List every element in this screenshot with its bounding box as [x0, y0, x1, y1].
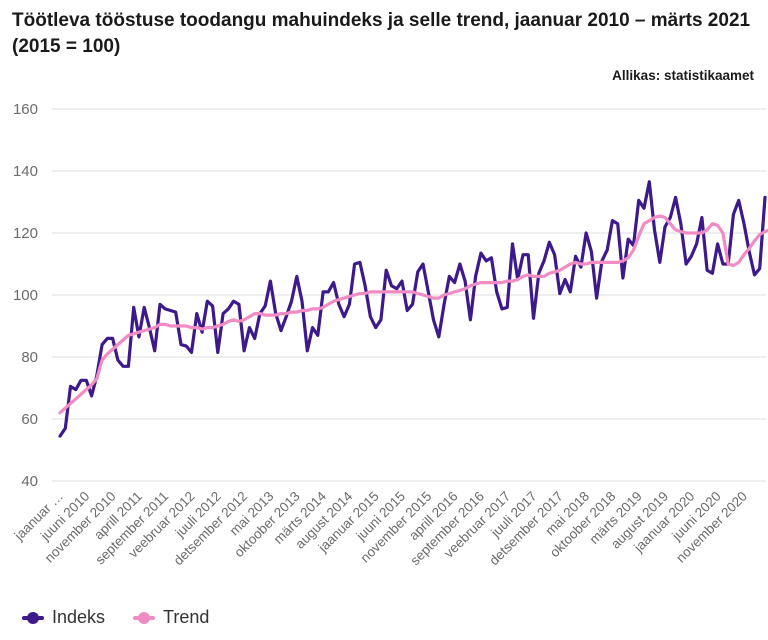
legend-label-index: Indeks [52, 607, 106, 627]
legend: Indeks Trend [22, 607, 237, 628]
y-tick-label: 160 [13, 101, 38, 118]
y-tick-label: 40 [21, 473, 38, 490]
legend-swatch-index [22, 611, 44, 625]
y-tick-label: 80 [21, 349, 38, 366]
legend-swatch-trend [133, 611, 156, 625]
source-label: Allikas: statistikaamet [612, 68, 754, 83]
y-tick-label: 140 [13, 163, 38, 180]
legend-label-trend: Trend [163, 607, 210, 627]
series-line-trend [58, 214, 768, 415]
chart-title: Töötleva tööstuse toodangu mahuindeks ja… [12, 10, 751, 57]
legend-item-trend[interactable]: Trend [133, 607, 209, 628]
series-line-indeks [58, 180, 767, 438]
legend-item-index[interactable]: Indeks [22, 607, 105, 628]
y-tick-label: 100 [13, 287, 38, 304]
y-tick-label: 60 [21, 411, 38, 428]
y-tick-label: 120 [13, 225, 38, 242]
